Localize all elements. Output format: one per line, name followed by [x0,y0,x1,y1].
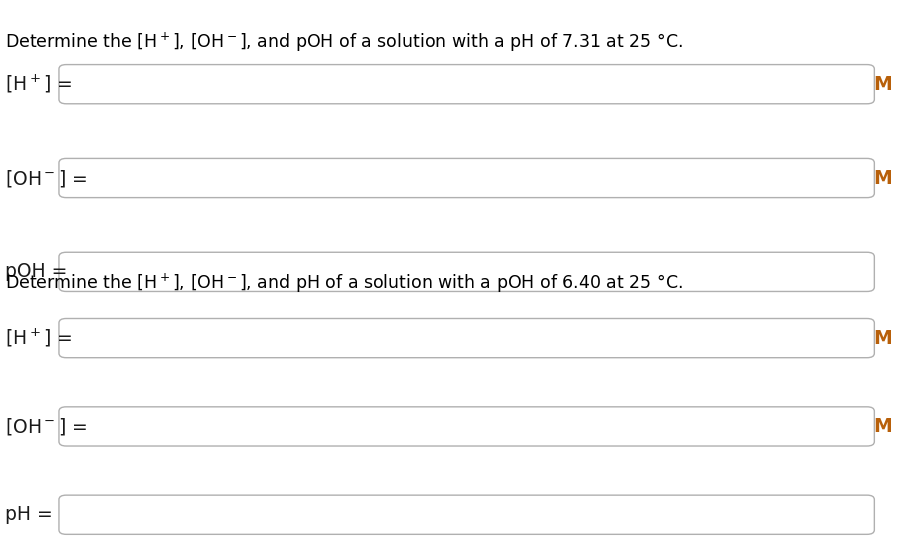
Text: Determine the $[\mathrm{H^+}]$, $[\mathrm{OH^-}]$, and pH of a solution with a p: Determine the $[\mathrm{H^+}]$, $[\mathr… [5,272,683,295]
FancyBboxPatch shape [59,319,874,358]
Text: M: M [873,328,892,348]
Text: pOH =: pOH = [5,262,68,282]
Text: M: M [873,168,892,188]
FancyBboxPatch shape [59,65,874,104]
Text: M: M [873,75,892,94]
Text: Determine the $[\mathrm{H^+}]$, $[\mathrm{OH^-}]$, and pOH of a solution with a : Determine the $[\mathrm{H^+}]$, $[\mathr… [5,30,683,54]
Text: $[\mathrm{H^+}]$ =: $[\mathrm{H^+}]$ = [5,327,73,349]
FancyBboxPatch shape [59,407,874,446]
FancyBboxPatch shape [59,252,874,291]
Text: M: M [873,417,892,436]
Text: $[\mathrm{H^+}]$ =: $[\mathrm{H^+}]$ = [5,73,73,95]
Text: pH =: pH = [5,505,54,524]
Text: $[\mathrm{OH^-}]$ =: $[\mathrm{OH^-}]$ = [5,416,87,437]
FancyBboxPatch shape [59,158,874,198]
FancyBboxPatch shape [59,495,874,534]
Text: $[\mathrm{OH^-}]$ =: $[\mathrm{OH^-}]$ = [5,167,87,189]
